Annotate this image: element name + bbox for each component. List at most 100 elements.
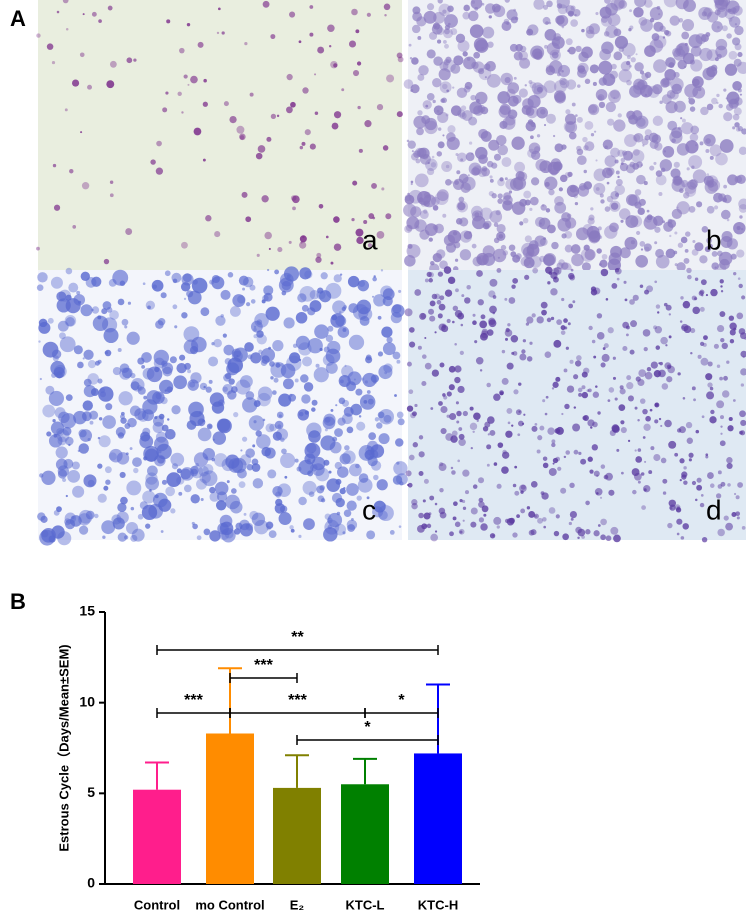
cell [630, 215, 643, 228]
cell [408, 389, 414, 395]
cell [231, 488, 237, 494]
cell [633, 7, 644, 18]
cell [328, 45, 332, 48]
cell [275, 498, 283, 507]
cell [482, 26, 495, 39]
cell [626, 382, 634, 390]
cell [73, 345, 83, 355]
cell [283, 317, 295, 329]
cell [195, 463, 199, 467]
cell [200, 307, 210, 317]
cell [261, 446, 272, 457]
cell [463, 4, 470, 12]
cell [211, 342, 215, 346]
cell [131, 528, 145, 542]
cell [681, 19, 695, 32]
cell [245, 216, 252, 223]
cell [62, 0, 69, 4]
x-tick-label: E₂ [290, 897, 305, 912]
cell [674, 504, 681, 511]
cell [681, 323, 689, 332]
cell [161, 479, 167, 485]
cell [200, 498, 204, 502]
cell [418, 512, 424, 519]
cell [178, 491, 183, 496]
cell [662, 491, 667, 495]
cell [554, 201, 567, 214]
cell [661, 383, 669, 390]
cell [563, 368, 568, 373]
cell [446, 89, 450, 93]
cell [650, 361, 658, 369]
cell [574, 201, 579, 206]
cell [456, 420, 460, 424]
cell [303, 518, 315, 530]
cell [166, 19, 171, 24]
cell [461, 294, 465, 298]
cell [440, 427, 447, 435]
cell [304, 442, 321, 459]
cell [266, 268, 270, 272]
cell [501, 349, 506, 354]
cell [116, 511, 129, 524]
cell [221, 31, 225, 35]
cell [407, 140, 416, 149]
cell [57, 320, 69, 332]
cell [472, 320, 477, 326]
cell [597, 94, 605, 102]
cell [630, 240, 635, 245]
cell [560, 487, 567, 494]
cell [529, 255, 542, 268]
cell [614, 268, 620, 273]
cell [418, 435, 424, 440]
cell [528, 80, 533, 84]
cell [323, 527, 338, 542]
cell [242, 276, 254, 288]
cell [537, 517, 543, 524]
cell [608, 90, 621, 103]
cell [309, 5, 314, 9]
cell [459, 249, 472, 261]
cell [543, 237, 546, 241]
cell [543, 4, 549, 10]
cell [275, 491, 282, 498]
cell [462, 469, 470, 477]
cell [573, 449, 579, 455]
cell [483, 513, 487, 517]
cell [512, 532, 518, 538]
cell [680, 236, 688, 244]
cell [641, 505, 646, 510]
cell [324, 416, 331, 423]
cell [529, 341, 533, 345]
cell [487, 433, 490, 436]
cell [232, 294, 246, 307]
cell [352, 69, 360, 77]
cell [492, 295, 497, 299]
cell [486, 329, 494, 336]
cell [53, 204, 61, 211]
cell [727, 174, 738, 186]
cell [223, 101, 229, 107]
cell [649, 165, 655, 171]
cell [468, 10, 479, 22]
cell [683, 192, 690, 199]
cell [284, 475, 288, 479]
cell [669, 504, 676, 511]
cell [358, 415, 362, 418]
cell [187, 290, 202, 305]
cell [738, 203, 746, 213]
cell [278, 512, 292, 526]
cell [723, 88, 727, 92]
cell [618, 46, 625, 52]
cell [335, 404, 338, 407]
cell [383, 363, 393, 373]
cell [511, 284, 516, 289]
cell [709, 155, 714, 160]
cell [172, 304, 178, 310]
cell [696, 201, 703, 208]
cell [323, 346, 330, 353]
cell [42, 404, 56, 418]
cell [682, 52, 695, 65]
cell [242, 397, 258, 413]
cell [495, 209, 501, 216]
